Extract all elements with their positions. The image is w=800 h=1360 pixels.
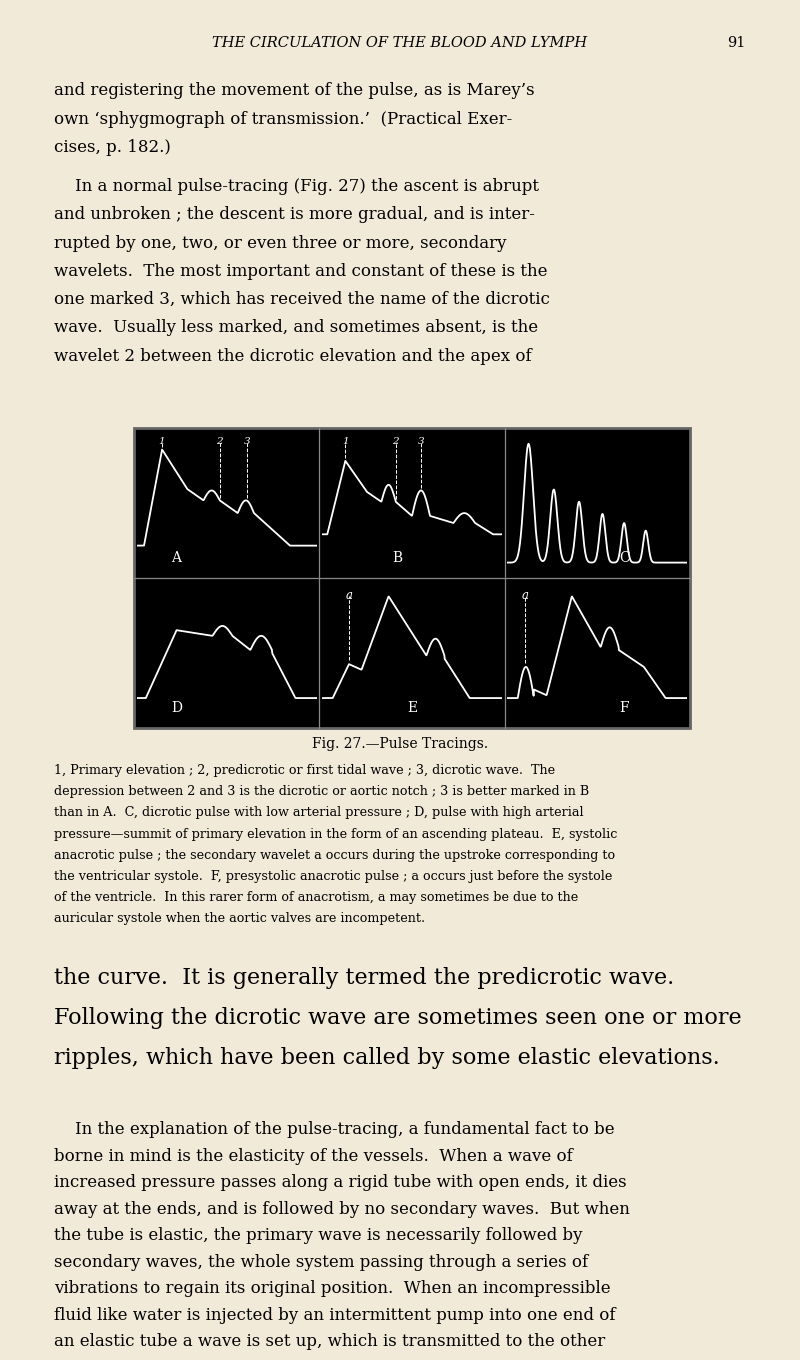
Text: increased pressure passes along a rigid tube with open ends, it dies: increased pressure passes along a rigid … (54, 1175, 627, 1191)
Text: a: a (346, 589, 353, 602)
Text: 91: 91 (727, 35, 746, 50)
Text: D: D (171, 700, 182, 715)
Text: the ventricular systole.  F, presystolic anacrotic pulse ; a occurs just before : the ventricular systole. F, presystolic … (54, 870, 613, 883)
Text: 1: 1 (342, 437, 349, 446)
Text: In a normal pulse-tracing (Fig. 27) the ascent is abrupt: In a normal pulse-tracing (Fig. 27) the … (54, 178, 539, 194)
Text: one marked 3, which has received the name of the dicrotic: one marked 3, which has received the nam… (54, 291, 550, 309)
Text: In the explanation of the pulse-tracing, a fundamental fact to be: In the explanation of the pulse-tracing,… (54, 1121, 615, 1138)
Text: wavelet 2 between the dicrotic elevation and the apex of: wavelet 2 between the dicrotic elevation… (54, 348, 532, 364)
Text: the tube is elastic, the primary wave is necessarily followed by: the tube is elastic, the primary wave is… (54, 1227, 583, 1244)
Text: ripples, which have been called by some elastic elevations.: ripples, which have been called by some … (54, 1047, 720, 1069)
Text: than in A.  C, dicrotic pulse with low arterial pressure ; D, pulse with high ar: than in A. C, dicrotic pulse with low ar… (54, 806, 584, 820)
Text: 1, Primary elevation ; 2, predicrotic or first tidal wave ; 3, dicrotic wave.  T: 1, Primary elevation ; 2, predicrotic or… (54, 764, 555, 778)
Text: A: A (171, 551, 182, 566)
Text: 2: 2 (217, 437, 223, 446)
Text: borne in mind is the elasticity of the vessels.  When a wave of: borne in mind is the elasticity of the v… (54, 1148, 573, 1164)
Text: F: F (619, 700, 629, 715)
Text: THE CIRCULATION OF THE BLOOD AND LYMPH: THE CIRCULATION OF THE BLOOD AND LYMPH (213, 35, 587, 50)
Text: E: E (407, 700, 417, 715)
Text: Fig. 27.—Pulse Tracings.: Fig. 27.—Pulse Tracings. (312, 737, 488, 751)
Text: depression between 2 and 3 is the dicrotic or aortic notch ; 3 is better marked : depression between 2 and 3 is the dicrot… (54, 786, 590, 798)
Text: and unbroken ; the descent is more gradual, and is inter-: and unbroken ; the descent is more gradu… (54, 207, 535, 223)
Text: rupted by one, two, or even three or more, secondary: rupted by one, two, or even three or mor… (54, 234, 507, 252)
Text: and registering the movement of the pulse, as is Marey’s: and registering the movement of the puls… (54, 82, 535, 99)
Text: 3: 3 (243, 437, 250, 446)
Text: wavelets.  The most important and constant of these is the: wavelets. The most important and constan… (54, 262, 548, 280)
Text: away at the ends, and is followed by no secondary waves.  But when: away at the ends, and is followed by no … (54, 1201, 630, 1219)
Text: C: C (618, 551, 630, 566)
Text: pressure—summit of primary elevation in the form of an ascending plateau.  E, sy: pressure—summit of primary elevation in … (54, 827, 618, 840)
Text: Following the dicrotic wave are sometimes seen one or more: Following the dicrotic wave are sometime… (54, 1006, 742, 1030)
Text: wave.  Usually less marked, and sometimes absent, is the: wave. Usually less marked, and sometimes… (54, 320, 538, 336)
Text: 3: 3 (418, 437, 424, 446)
Text: fluid like water is injected by an intermittent pump into one end of: fluid like water is injected by an inter… (54, 1307, 616, 1325)
Text: vibrations to regain its original position.  When an incompressible: vibrations to regain its original positi… (54, 1281, 611, 1297)
Text: cises, p. 182.): cises, p. 182.) (54, 139, 171, 156)
Text: anacrotic pulse ; the secondary wavelet a occurs during the upstroke correspondi: anacrotic pulse ; the secondary wavelet … (54, 849, 615, 862)
Text: own ‘sphygmograph of transmission.’  (Practical Exer-: own ‘sphygmograph of transmission.’ (Pra… (54, 110, 513, 128)
Text: a: a (522, 589, 529, 602)
Bar (134, 428, 690, 728)
Text: an elastic tube a wave is set up, which is transmitted to the other: an elastic tube a wave is set up, which … (54, 1333, 606, 1350)
Text: 2: 2 (393, 437, 399, 446)
Text: B: B (393, 551, 402, 566)
Text: the curve.  It is generally termed the predicrotic wave.: the curve. It is generally termed the pr… (54, 967, 674, 989)
Text: secondary waves, the whole system passing through a series of: secondary waves, the whole system passin… (54, 1254, 589, 1270)
Text: auricular systole when the aortic valves are incompetent.: auricular systole when the aortic valves… (54, 911, 426, 925)
Text: of the ventricle.  In this rarer form of anacrotism, a may sometimes be due to t: of the ventricle. In this rarer form of … (54, 891, 578, 904)
Text: 1: 1 (158, 437, 166, 446)
